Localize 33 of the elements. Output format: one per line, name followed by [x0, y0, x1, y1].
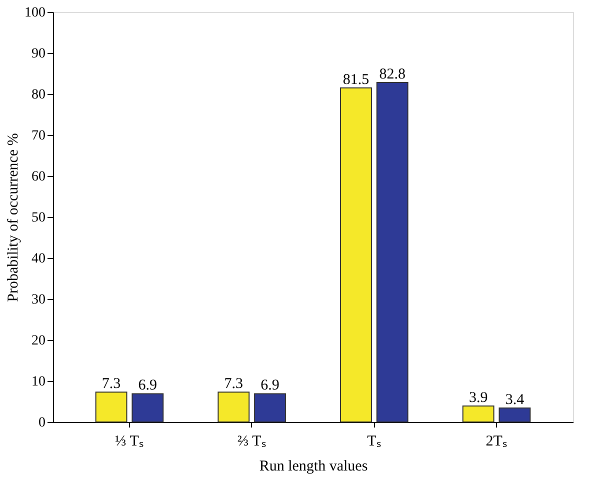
y-tick-label: 50 [32, 210, 46, 226]
data-label: 81.5 [342, 72, 370, 88]
y-tick-label: 40 [32, 252, 46, 266]
y-tick-label: 10 [32, 374, 46, 390]
x-tick-label: 2Tₛ [486, 434, 508, 450]
y-tick-label: 80 [32, 88, 46, 102]
x-tick-label: ⅓ Tₛ [115, 434, 144, 450]
y-tick-label: 60 [32, 170, 46, 184]
data-label: 6.9 [138, 378, 158, 394]
x-axis-title: Run length values [259, 458, 368, 474]
y-tick-label: 90 [32, 46, 46, 62]
bar [498, 408, 531, 422]
y-tick-label: 0 [38, 416, 46, 430]
bar [462, 406, 494, 422]
y-tick-label: 70 [32, 128, 46, 144]
x-tick-label: ⅔ Tₛ [237, 434, 266, 450]
y-tick-label: 30 [32, 292, 46, 308]
bar [95, 392, 128, 422]
data-label: 82.8 [379, 66, 406, 83]
y-axis-title: Probability of occurrence % [6, 133, 22, 302]
bar [254, 393, 286, 422]
bar [132, 393, 164, 422]
data-label: 7.3 [102, 376, 121, 392]
bar [340, 87, 372, 422]
y-tick-label: 20 [32, 334, 46, 348]
bar [218, 392, 250, 422]
y-tick-label: 100 [24, 6, 46, 20]
data-label: 3.4 [505, 392, 525, 408]
x-tick-label: Tₛ [367, 434, 382, 450]
data-label: 6.9 [260, 378, 280, 394]
data-label: 3.9 [468, 390, 488, 406]
data-label: 7.3 [224, 376, 244, 392]
bar [376, 82, 408, 422]
